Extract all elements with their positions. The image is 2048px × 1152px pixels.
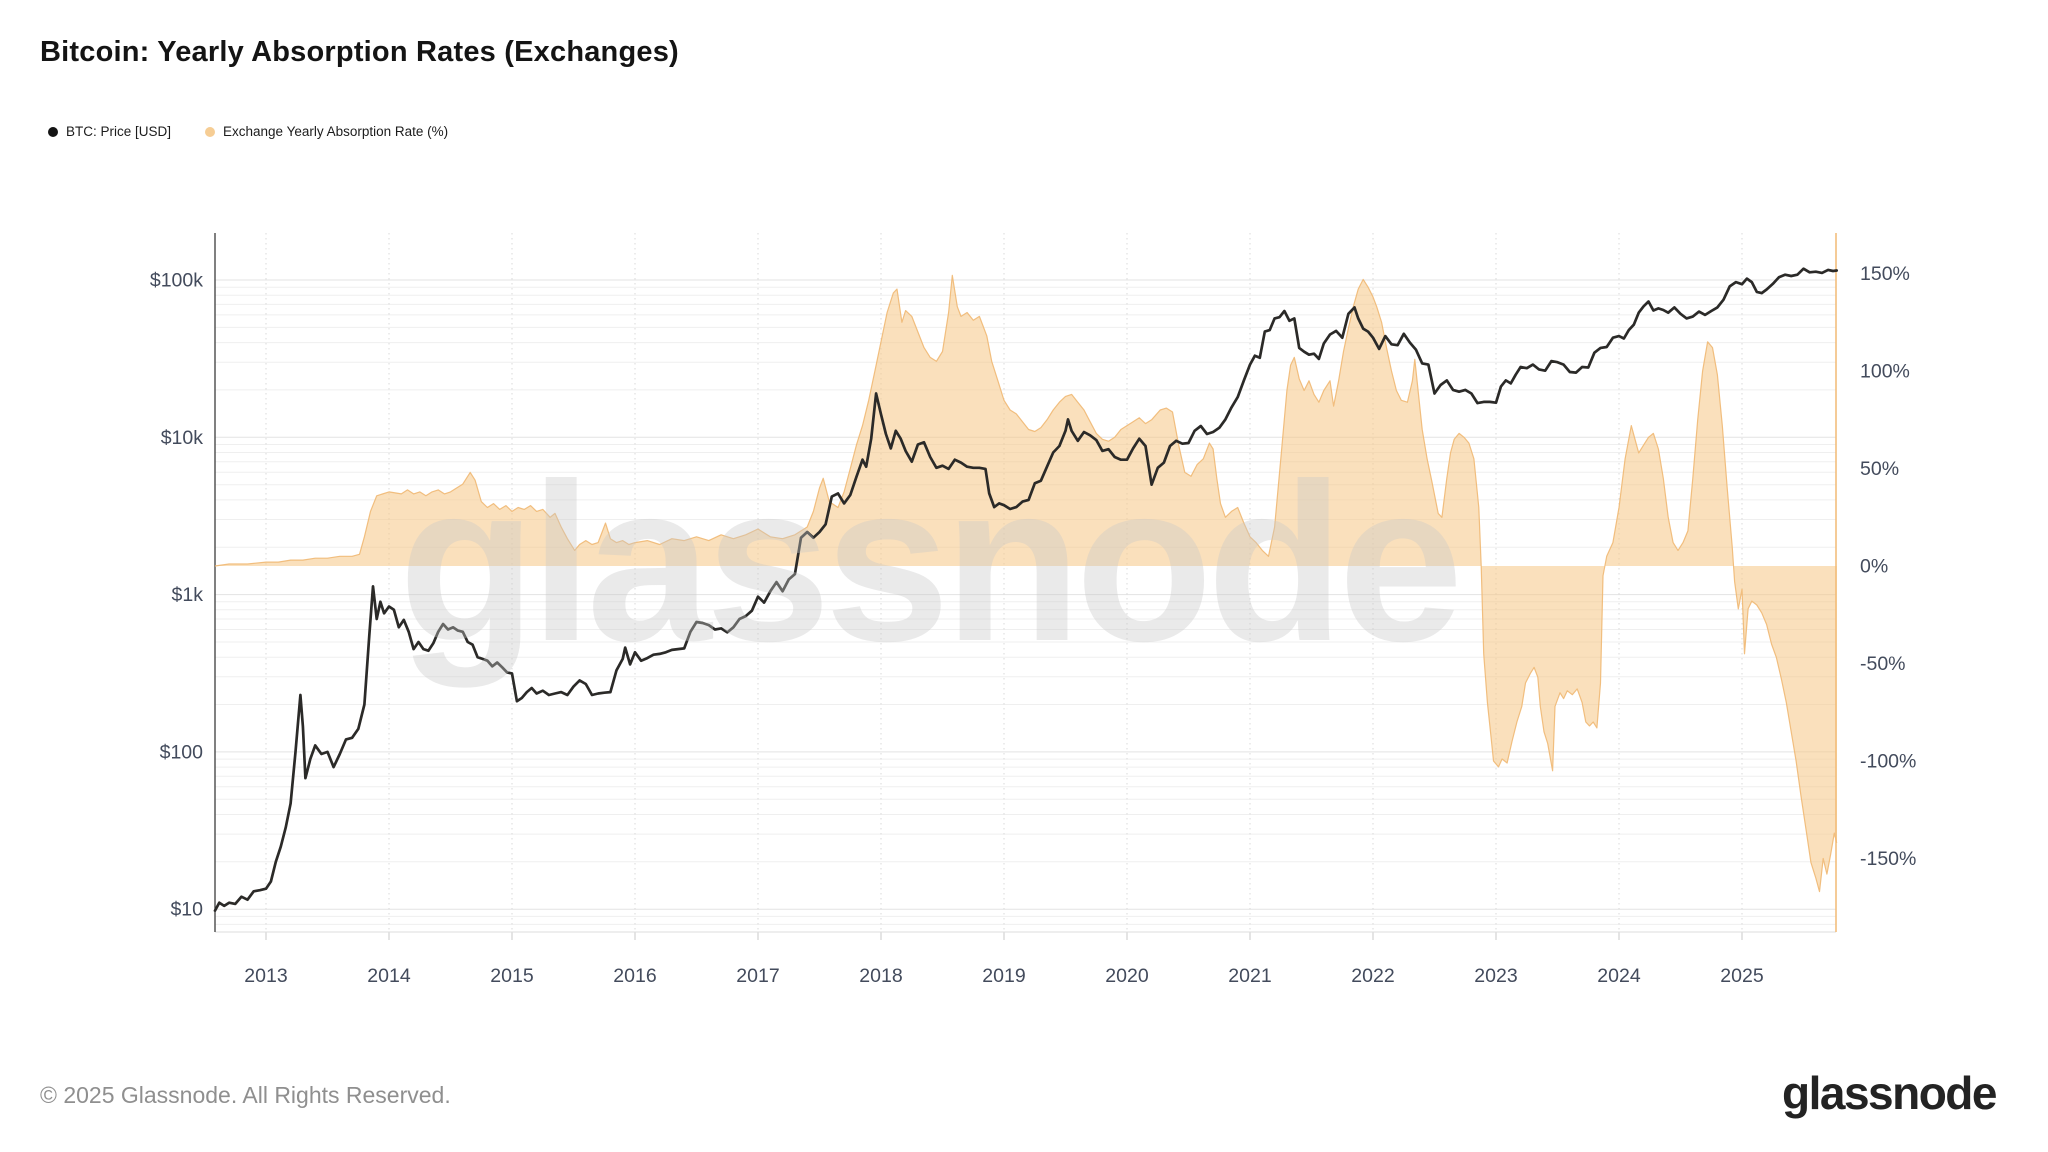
year-axis-tick-label: 2025 (1720, 965, 1764, 987)
percent-axis-tick-label: 0% (1860, 556, 1888, 578)
btc-price-line (213, 267, 1839, 912)
year-axis-tick-label: 2016 (613, 965, 656, 987)
year-axis-tick-label: 2014 (367, 965, 411, 987)
legend-item-btc-price[interactable]: BTC: Price [USD] (48, 124, 171, 139)
year-axis-tick-label: 2017 (736, 965, 779, 987)
year-axis-tick-label: 2021 (1228, 965, 1271, 987)
price-axis-tick-label: $100 (160, 741, 204, 763)
legend-item-absorption-rate[interactable]: Exchange Yearly Absorption Rate (%) (205, 124, 448, 139)
year-axis-tick-label: 2015 (490, 965, 534, 987)
price-axis-tick-label: $10k (161, 427, 204, 449)
price-axis-tick-label: $1k (172, 584, 204, 606)
year-axis-tick-label: 2018 (859, 965, 902, 987)
year-axis-tick-label: 2020 (1105, 965, 1149, 987)
year-axis-tick-label: 2023 (1474, 965, 1517, 987)
chart-title: Bitcoin: Yearly Absorption Rates (Exchan… (40, 36, 679, 68)
percent-axis-tick-label: 150% (1860, 263, 1910, 285)
percent-axis-tick-label: -150% (1860, 848, 1916, 870)
legend-label: BTC: Price [USD] (66, 124, 172, 139)
legend: BTC: Price [USD] Exchange Yearly Absorpt… (48, 124, 448, 139)
year-axis-tick-label: 2024 (1597, 965, 1641, 987)
legend-dot-icon (205, 126, 216, 137)
price-axis-tick-label: $10 (170, 899, 203, 921)
footer-copyright: © 2025 Glassnode. All Rights Reserved. (40, 1082, 451, 1108)
year-axis-tick-label: 2022 (1351, 965, 1394, 987)
glassnode-logo: glassnode (1781, 1067, 1998, 1119)
absorption-rate-edge (214, 274, 1838, 893)
price-axis-tick-label: $100k (150, 270, 203, 292)
glassnode-watermark: glassnode (399, 436, 1458, 688)
percent-axis-tick-label: -50% (1860, 653, 1906, 675)
axis-labels: $100k $10k $1k $100 $10 150% 100% 50% 0% -50% -100… (150, 263, 1917, 987)
year-axis-tick-label: 2019 (982, 965, 1025, 987)
absorption-rate-area (215, 275, 1837, 892)
percent-axis-tick-label: 50% (1860, 458, 1899, 480)
percent-axis-tick-label: -100% (1860, 751, 1916, 773)
percent-axis-tick-label: 100% (1860, 361, 1910, 383)
legend-dot-icon (48, 126, 58, 137)
legend-label: Exchange Yearly Absorption Rate (%) (223, 124, 449, 139)
year-axis-tick-label: 2013 (244, 965, 287, 987)
